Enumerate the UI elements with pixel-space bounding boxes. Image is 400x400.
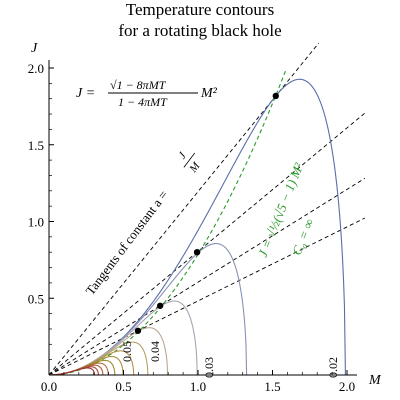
chart-title-line-1: Temperature contours <box>125 0 275 19</box>
x-axis-label: M <box>368 373 382 388</box>
turning-points <box>134 92 279 334</box>
heat-capacity-subscript: a <box>299 241 310 249</box>
contour-label-004: 0.04 <box>148 341 162 362</box>
y-tick-label: 1.0 <box>28 215 44 230</box>
y-tick-label: 2.0 <box>28 61 44 76</box>
turning-point-dot <box>272 92 279 100</box>
contour-label-005: 0.05 <box>120 341 134 362</box>
tangent-label-numerator: J <box>176 149 189 161</box>
green-curve-layer <box>48 69 287 376</box>
formula-annotation: J = √1 − 8πMT 1 − 4πMT M² <box>76 78 218 109</box>
turning-point-dot <box>156 302 164 309</box>
tangent-line <box>48 177 366 376</box>
formula-numerator: √1 − 8πMT <box>110 78 167 92</box>
tangent-lines <box>48 42 366 376</box>
tangent-label-group: Tangents of constant a = J M <box>82 149 203 297</box>
y-tick-label: 0.5 <box>28 291 44 306</box>
tangent-label: Tangents of constant a = <box>82 187 170 297</box>
tangent-label-denominator: M <box>187 160 203 176</box>
axes <box>48 60 357 376</box>
y-tick-label: 1.5 <box>28 138 44 153</box>
chart-title-line-2: for a rotating black hole <box>118 21 282 40</box>
x-tick-label: 1.5 <box>264 379 280 394</box>
tangent-line <box>48 112 366 376</box>
contour-label-003: 0.03 <box>202 357 216 378</box>
formula-lhs: J = <box>76 86 95 101</box>
tangent-line <box>48 217 366 376</box>
x-tick-label: 2.0 <box>339 379 355 394</box>
green-heat-capacity-curve <box>48 69 287 376</box>
contour-labels: 0.05 0.04 0.03 0.02 <box>120 341 340 378</box>
contour-label-002: 0.02 <box>326 357 340 378</box>
turning-point-dot <box>134 327 142 334</box>
formula-factor: M² <box>200 86 218 101</box>
formula-denominator: 1 − 4πMT <box>118 95 168 109</box>
turning-point-dot <box>193 249 201 256</box>
tangent-label-bar <box>183 152 196 168</box>
temperature-contours <box>48 78 346 376</box>
ticks: 0.0 0.5 1.0 1.5 2.0 0.5 1.0 1.5 2.0 <box>28 61 355 394</box>
x-tick-label: 0.0 <box>41 379 57 394</box>
y-axis-label: J <box>31 41 38 56</box>
heat-capacity-rest: = ∞ <box>294 217 317 245</box>
x-tick-label: 1.0 <box>190 379 206 394</box>
tangent-line <box>48 42 320 376</box>
x-tick-label: 0.5 <box>115 379 131 394</box>
